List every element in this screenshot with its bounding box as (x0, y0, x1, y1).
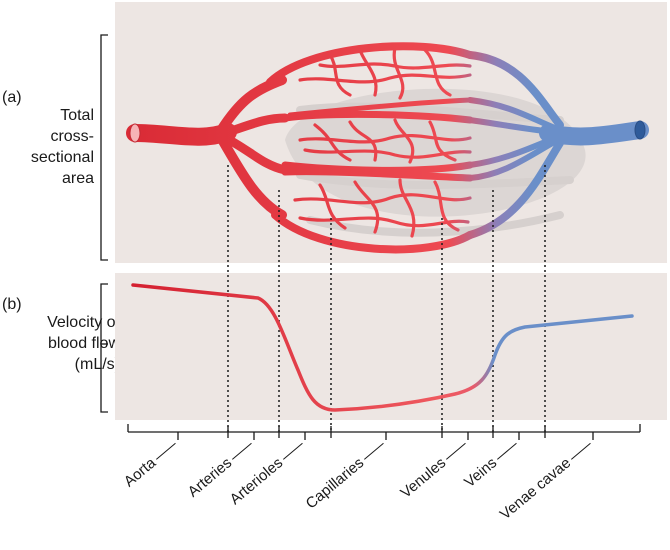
velocity-curve (131, 283, 634, 412)
panel-b-label-line: (mL/s) (74, 356, 120, 373)
segment-label-aorta: Aorta (121, 442, 176, 490)
segment-label-veins: Veins (461, 442, 517, 491)
segment-label-text: Aorta (121, 454, 160, 490)
panel-a-label-line: cross- (50, 128, 94, 145)
artery-tube-icon (126, 123, 237, 146)
panel-b-label-line: blood flow (47, 335, 120, 352)
panel-b-letter: (b) (2, 296, 22, 313)
segment-label-arterioles: Arterioles (227, 442, 303, 508)
panel-a-label-line: sectional (30, 149, 94, 166)
panel-a-label-line: Total (60, 107, 94, 124)
panel-b-label-line: Velocity of (47, 314, 120, 331)
panel-a-label-line: area (61, 170, 94, 187)
segment-label-venae-cavae: Venae cavae (497, 442, 591, 523)
segment-label-text: Venules (397, 454, 449, 501)
panel-b-label: Velocity of blood flow (mL/s) (2, 312, 120, 375)
panel-a-letter: (a) (2, 89, 22, 106)
segment-labels: Aorta Arteries Arterioles Capillaries Ve… (121, 442, 591, 523)
panel-a-label: Total cross- sectional area (30, 105, 94, 189)
vein-tube-icon (539, 121, 649, 146)
segment-dividers (227, 165, 546, 432)
vessel-network (126, 42, 649, 254)
vein-opening (634, 120, 646, 140)
segment-axis (127, 424, 641, 440)
segment-label-text: Arterioles (227, 454, 286, 508)
artery-opening (129, 123, 141, 143)
panel-b-background (115, 273, 667, 420)
segment-label-venules: Venules (397, 442, 466, 502)
panel-a-bracket (100, 34, 108, 261)
segment-label-capillaries: Capillaries (303, 442, 384, 512)
segment-label-text: Venae cavae (497, 454, 574, 523)
panel-b-axis (100, 283, 108, 413)
segment-label-text: Veins (461, 454, 500, 491)
segment-label-text: Capillaries (303, 454, 368, 512)
